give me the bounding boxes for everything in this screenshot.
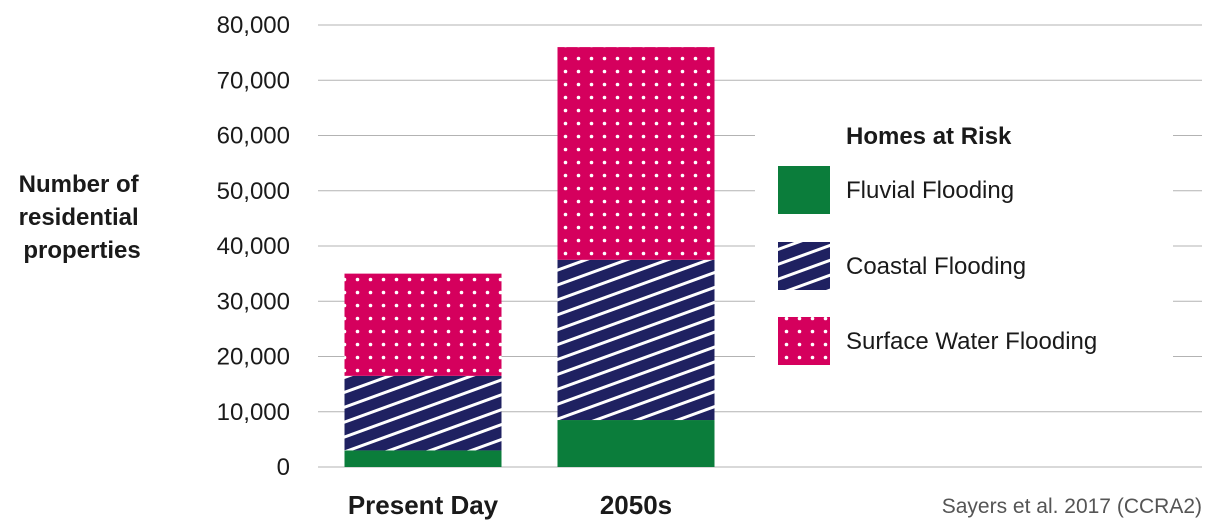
y-tick-label: 70,000 bbox=[217, 67, 290, 94]
y-tick-label: 20,000 bbox=[217, 344, 290, 371]
legend-swatch bbox=[778, 242, 830, 290]
y-tick-label: 40,000 bbox=[217, 233, 290, 260]
legend: Homes at Risk Fluvial Flooding Coastal Fl… bbox=[778, 123, 1097, 365]
y-tick-label: 0 bbox=[277, 454, 290, 481]
legend-item-label: Coastal Flooding bbox=[846, 253, 1026, 280]
bars bbox=[344, 47, 715, 467]
y-axis-label-line-3: properties bbox=[23, 237, 140, 264]
legend-swatch bbox=[778, 317, 830, 365]
x-category-label: 2050s bbox=[600, 490, 672, 520]
y-tick-label: 60,000 bbox=[217, 123, 290, 150]
y-tick-label: 50,000 bbox=[217, 178, 290, 205]
bar-segment-fluvial-flooding bbox=[557, 420, 715, 467]
bar-segment-coastal-flooding bbox=[557, 259, 715, 421]
legend-swatch bbox=[778, 166, 830, 214]
y-tick-label: 10,000 bbox=[217, 399, 290, 426]
x-category-label: Present Day bbox=[348, 490, 499, 520]
y-axis-label-line-1: Number of bbox=[19, 171, 140, 198]
y-tick-label: 80,000 bbox=[217, 12, 290, 39]
source-annotation: Sayers et al. 2017 (CCRA2) bbox=[942, 495, 1202, 518]
bar-segment-fluvial-flooding bbox=[344, 450, 502, 467]
legend-item-label: Fluvial Flooding bbox=[846, 177, 1014, 204]
y-tick-label: 30,000 bbox=[217, 288, 290, 315]
y-axis-label: Number of residential properties bbox=[19, 171, 146, 264]
legend-item-label: Surface Water Flooding bbox=[846, 328, 1097, 355]
bar-segment-surface-water-flooding bbox=[557, 47, 715, 260]
y-axis-ticks: 0 10,000 20,000 30,000 40,000 50,000 60,000 70,… bbox=[217, 12, 290, 481]
y-axis-label-line-2: residential bbox=[19, 204, 139, 231]
bar-segment-coastal-flooding bbox=[344, 375, 502, 451]
x-axis-categories: Present Day 2050s bbox=[348, 490, 672, 520]
bar-segment-surface-water-flooding bbox=[344, 273, 502, 376]
legend-title: Homes at Risk bbox=[846, 123, 1012, 150]
